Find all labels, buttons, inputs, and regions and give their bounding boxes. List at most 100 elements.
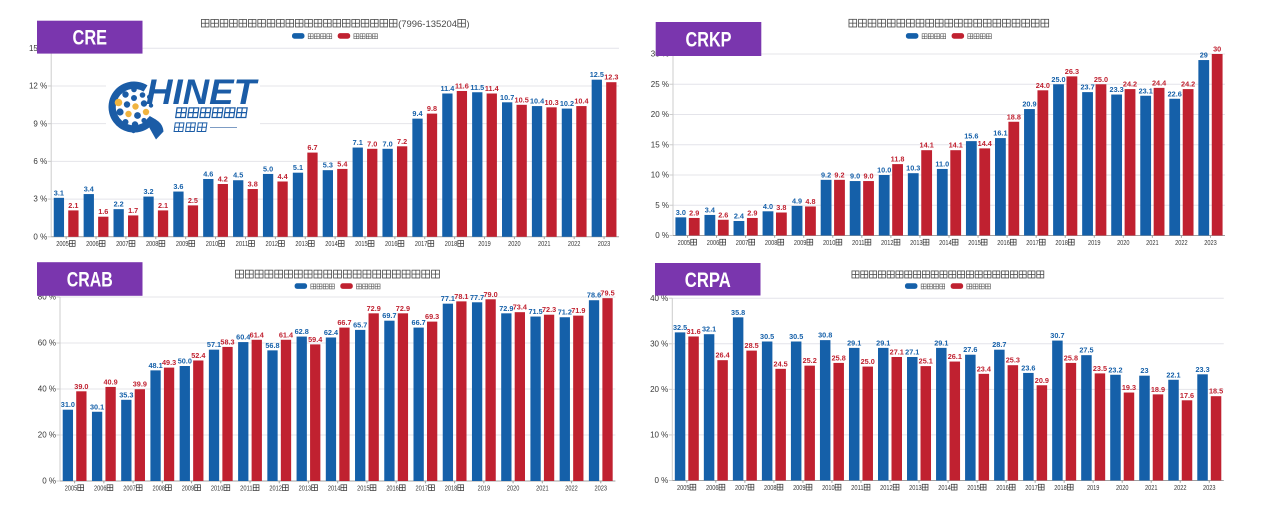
svg-text:2012: 2012 xyxy=(880,483,892,492)
svg-text:11.4: 11.4 xyxy=(485,84,500,93)
svg-text:30 %: 30 % xyxy=(650,339,668,348)
svg-text:25.3: 25.3 xyxy=(1006,356,1020,365)
svg-text:4.6: 4.6 xyxy=(203,169,213,178)
svg-text:25.0: 25.0 xyxy=(861,357,875,366)
svg-text:2013: 2013 xyxy=(910,238,922,247)
svg-text:20 %: 20 % xyxy=(650,385,668,394)
svg-text:2.6: 2.6 xyxy=(718,210,728,219)
svg-text:20.9: 20.9 xyxy=(1035,376,1049,385)
svg-text:2.1: 2.1 xyxy=(158,201,168,210)
svg-text:(7996-135204: (7996-135204 xyxy=(398,18,457,29)
svg-text:30: 30 xyxy=(1213,45,1221,54)
svg-text:2013: 2013 xyxy=(295,239,307,248)
svg-text:10.2: 10.2 xyxy=(560,99,574,108)
svg-text:14.1: 14.1 xyxy=(949,141,963,150)
svg-text:2011: 2011 xyxy=(236,239,248,248)
svg-text:2.9: 2.9 xyxy=(689,208,699,217)
svg-text:58.3: 58.3 xyxy=(220,337,234,346)
svg-text:2018: 2018 xyxy=(445,483,457,492)
svg-text:30.7: 30.7 xyxy=(1050,331,1064,340)
svg-text:79.0: 79.0 xyxy=(484,290,498,299)
svg-text:73.4: 73.4 xyxy=(513,303,528,312)
svg-text:18.8: 18.8 xyxy=(1007,112,1021,121)
svg-text:35.8: 35.8 xyxy=(731,308,745,317)
svg-text:22.6: 22.6 xyxy=(1168,89,1182,98)
svg-text:12.5: 12.5 xyxy=(590,70,604,79)
svg-text:0 %: 0 % xyxy=(655,231,669,240)
svg-text:23.6: 23.6 xyxy=(1021,363,1035,372)
svg-text:2011: 2011 xyxy=(851,483,863,492)
svg-text:25.0: 25.0 xyxy=(1094,75,1108,84)
svg-text:10.5: 10.5 xyxy=(515,95,529,104)
svg-text:78.6: 78.6 xyxy=(587,291,601,300)
svg-text:40 %: 40 % xyxy=(38,385,56,394)
svg-text:10.0: 10.0 xyxy=(877,166,891,175)
svg-text:14.4: 14.4 xyxy=(978,139,993,148)
svg-text:80 %: 80 % xyxy=(38,293,56,302)
svg-text:2020: 2020 xyxy=(1116,483,1128,492)
svg-text:39.0: 39.0 xyxy=(74,382,88,391)
svg-text:9.8: 9.8 xyxy=(427,104,437,113)
svg-text:2.2: 2.2 xyxy=(114,200,124,209)
svg-text:7.2: 7.2 xyxy=(397,137,407,146)
svg-text:2007: 2007 xyxy=(123,483,135,492)
svg-text:2022: 2022 xyxy=(568,239,580,248)
svg-text:2008: 2008 xyxy=(765,238,777,247)
svg-text:3 %: 3 % xyxy=(33,195,47,204)
svg-text:60 %: 60 % xyxy=(38,339,56,348)
svg-text:3.6: 3.6 xyxy=(173,182,183,191)
svg-text:2021: 2021 xyxy=(538,239,550,248)
svg-text:77.1: 77.1 xyxy=(441,294,455,303)
svg-text:2013: 2013 xyxy=(299,483,311,492)
svg-text:2017: 2017 xyxy=(1025,483,1037,492)
svg-text:25.0: 25.0 xyxy=(1051,75,1065,84)
svg-text:2019: 2019 xyxy=(478,483,490,492)
svg-text:2016: 2016 xyxy=(386,483,398,492)
svg-text:65.7: 65.7 xyxy=(353,320,367,329)
svg-text:2008: 2008 xyxy=(146,239,158,248)
svg-text:23.3: 23.3 xyxy=(1110,85,1124,94)
svg-text:30.5: 30.5 xyxy=(789,332,803,341)
svg-text:7.0: 7.0 xyxy=(383,139,393,148)
svg-text:2.1: 2.1 xyxy=(68,201,78,210)
svg-text:0 %: 0 % xyxy=(42,477,56,486)
svg-text:19.3: 19.3 xyxy=(1122,383,1136,392)
svg-text:2020: 2020 xyxy=(1117,238,1129,247)
svg-text:48.1: 48.1 xyxy=(148,361,162,370)
svg-text:2012: 2012 xyxy=(881,238,893,247)
svg-text:CRE: CRE xyxy=(73,27,108,50)
svg-text:69.3: 69.3 xyxy=(425,312,439,321)
svg-text:24.4: 24.4 xyxy=(1152,78,1167,87)
svg-text:10.3: 10.3 xyxy=(544,98,558,107)
svg-text:5.4: 5.4 xyxy=(337,159,348,168)
svg-text:2006: 2006 xyxy=(706,483,718,492)
svg-text:25 %: 25 % xyxy=(651,80,669,89)
svg-text:2009: 2009 xyxy=(182,483,194,492)
svg-text:71.5: 71.5 xyxy=(528,307,542,316)
svg-text:17.6: 17.6 xyxy=(1180,391,1194,400)
svg-text:59.4: 59.4 xyxy=(308,335,323,344)
svg-text:30.8: 30.8 xyxy=(818,331,832,340)
svg-text:1.7: 1.7 xyxy=(128,206,138,215)
svg-text:71.9: 71.9 xyxy=(571,306,585,315)
svg-text:61.4: 61.4 xyxy=(279,330,294,339)
svg-text:2019: 2019 xyxy=(1087,483,1099,492)
svg-text:2010: 2010 xyxy=(822,483,834,492)
svg-text:3.8: 3.8 xyxy=(248,180,258,189)
svg-text:66.7: 66.7 xyxy=(337,318,351,327)
svg-text:2016: 2016 xyxy=(997,238,1009,247)
svg-text:3.8: 3.8 xyxy=(776,203,786,212)
svg-text:22.1: 22.1 xyxy=(1166,370,1180,379)
svg-text:2018: 2018 xyxy=(1055,238,1067,247)
svg-text:5.3: 5.3 xyxy=(323,161,333,170)
svg-text:7.0: 7.0 xyxy=(367,139,377,148)
svg-text:CRPA: CRPA xyxy=(685,269,731,292)
svg-text:62.4: 62.4 xyxy=(324,328,339,337)
svg-text:2016: 2016 xyxy=(385,239,397,248)
svg-text:2022: 2022 xyxy=(1175,238,1187,247)
svg-text:40 %: 40 % xyxy=(650,294,668,303)
svg-text:18.9: 18.9 xyxy=(1151,385,1165,394)
svg-text:3.1: 3.1 xyxy=(54,188,64,197)
svg-text:66.7: 66.7 xyxy=(412,318,426,327)
svg-text:35.3: 35.3 xyxy=(119,390,133,399)
